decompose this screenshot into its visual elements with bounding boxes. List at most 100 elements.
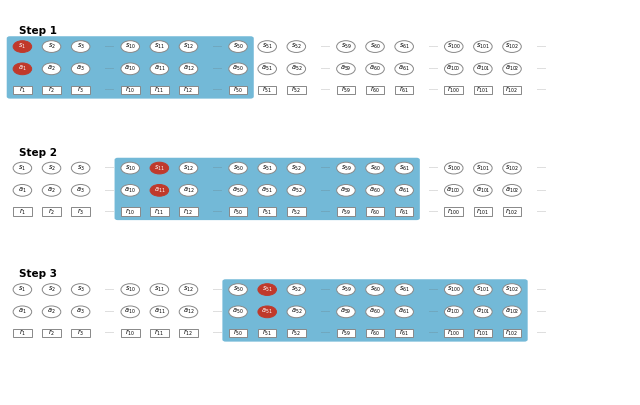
- Text: ·····: ·····: [321, 188, 330, 193]
- Circle shape: [258, 41, 276, 52]
- FancyBboxPatch shape: [42, 207, 61, 215]
- Circle shape: [229, 185, 248, 196]
- Text: $r_{59}$: $r_{59}$: [341, 85, 351, 95]
- Circle shape: [258, 185, 276, 196]
- Text: $r_{2}$: $r_{2}$: [48, 206, 55, 217]
- Text: $r_{102}$: $r_{102}$: [506, 328, 518, 338]
- Circle shape: [287, 162, 306, 174]
- Text: $r_{50}$: $r_{50}$: [233, 85, 243, 95]
- Text: $s_{3}$: $s_{3}$: [77, 285, 84, 294]
- Text: $a_{101}$: $a_{101}$: [476, 307, 490, 316]
- Circle shape: [395, 306, 413, 318]
- Text: $s_{3}$: $s_{3}$: [77, 42, 84, 51]
- Circle shape: [150, 162, 169, 174]
- Circle shape: [13, 162, 32, 174]
- Text: Step 2: Step 2: [19, 148, 57, 158]
- Circle shape: [287, 306, 306, 318]
- Circle shape: [337, 41, 355, 52]
- Text: $s_{52}$: $s_{52}$: [291, 164, 302, 173]
- Text: $r_{101}$: $r_{101}$: [476, 85, 490, 95]
- Circle shape: [72, 41, 90, 52]
- Circle shape: [503, 306, 521, 318]
- Circle shape: [13, 306, 32, 318]
- FancyBboxPatch shape: [72, 329, 90, 337]
- Circle shape: [42, 185, 61, 196]
- Text: $r_{61}$: $r_{61}$: [399, 206, 409, 217]
- Text: ·····: ·····: [212, 44, 223, 49]
- Text: $a_{12}$: $a_{12}$: [182, 307, 195, 316]
- Text: $r_{3}$: $r_{3}$: [77, 328, 84, 338]
- Circle shape: [474, 63, 492, 75]
- FancyBboxPatch shape: [150, 207, 169, 215]
- Circle shape: [258, 162, 276, 174]
- Text: $s_{50}$: $s_{50}$: [232, 285, 244, 294]
- Text: $a_{51}$: $a_{51}$: [261, 186, 273, 195]
- Circle shape: [150, 284, 169, 296]
- Circle shape: [445, 284, 463, 296]
- Text: $s_{52}$: $s_{52}$: [291, 285, 302, 294]
- Circle shape: [121, 63, 140, 75]
- Text: $s_{51}$: $s_{51}$: [262, 164, 273, 173]
- Circle shape: [121, 162, 140, 174]
- FancyBboxPatch shape: [444, 86, 463, 94]
- FancyBboxPatch shape: [258, 86, 276, 94]
- Text: ·····: ·····: [428, 166, 438, 171]
- Text: $a_{50}$: $a_{50}$: [232, 307, 244, 316]
- Text: $s_{101}$: $s_{101}$: [476, 285, 490, 294]
- Circle shape: [337, 284, 355, 296]
- Circle shape: [287, 284, 306, 296]
- FancyBboxPatch shape: [337, 329, 355, 337]
- Text: $a_{50}$: $a_{50}$: [232, 64, 244, 73]
- Text: $r_{50}$: $r_{50}$: [233, 328, 243, 338]
- Text: $r_{52}$: $r_{52}$: [291, 328, 301, 338]
- Circle shape: [474, 284, 492, 296]
- Text: $r_{60}$: $r_{60}$: [370, 85, 380, 95]
- Text: $r_{51}$: $r_{51}$: [262, 85, 272, 95]
- Circle shape: [13, 185, 32, 196]
- Text: ·····: ·····: [428, 44, 438, 49]
- FancyBboxPatch shape: [72, 86, 90, 94]
- Circle shape: [474, 41, 492, 52]
- Text: $r_{10}$: $r_{10}$: [125, 206, 135, 217]
- Text: $a_{10}$: $a_{10}$: [124, 186, 136, 195]
- Text: ·····: ·····: [105, 166, 115, 171]
- Circle shape: [121, 284, 140, 296]
- Text: $r_{11}$: $r_{11}$: [154, 85, 164, 95]
- FancyBboxPatch shape: [115, 158, 420, 220]
- Circle shape: [503, 284, 521, 296]
- Text: ·····: ·····: [321, 309, 330, 314]
- Circle shape: [72, 306, 90, 318]
- Text: ·····: ·····: [212, 209, 223, 214]
- Text: $s_{61}$: $s_{61}$: [399, 285, 410, 294]
- Text: $a_{52}$: $a_{52}$: [291, 307, 302, 316]
- Text: $r_{1}$: $r_{1}$: [19, 328, 26, 338]
- Text: $s_{1}$: $s_{1}$: [19, 42, 26, 51]
- Text: $a_{60}$: $a_{60}$: [369, 186, 381, 195]
- Text: $s_{3}$: $s_{3}$: [77, 164, 84, 173]
- Text: ·····: ·····: [536, 87, 546, 92]
- Circle shape: [503, 63, 521, 75]
- Text: $r_{100}$: $r_{100}$: [447, 85, 460, 95]
- Text: $r_{61}$: $r_{61}$: [399, 85, 409, 95]
- Circle shape: [395, 41, 413, 52]
- Circle shape: [179, 63, 198, 75]
- Text: ·····: ·····: [105, 87, 115, 92]
- Text: $r_{52}$: $r_{52}$: [291, 85, 301, 95]
- Text: ·····: ·····: [212, 188, 223, 193]
- Text: $a_{61}$: $a_{61}$: [398, 186, 410, 195]
- Circle shape: [366, 162, 384, 174]
- FancyBboxPatch shape: [258, 207, 276, 215]
- Text: ·····: ·····: [428, 287, 438, 292]
- Circle shape: [72, 284, 90, 296]
- Circle shape: [72, 185, 90, 196]
- Text: $r_{2}$: $r_{2}$: [48, 85, 55, 95]
- Circle shape: [474, 185, 492, 196]
- Circle shape: [42, 41, 61, 52]
- FancyBboxPatch shape: [229, 329, 248, 337]
- Text: $a_{2}$: $a_{2}$: [47, 64, 56, 73]
- Text: $s_{11}$: $s_{11}$: [154, 285, 165, 294]
- Text: $a_{51}$: $a_{51}$: [261, 64, 273, 73]
- Text: $a_{52}$: $a_{52}$: [291, 186, 302, 195]
- Text: $r_{50}$: $r_{50}$: [233, 206, 243, 217]
- Text: $a_{60}$: $a_{60}$: [369, 307, 381, 316]
